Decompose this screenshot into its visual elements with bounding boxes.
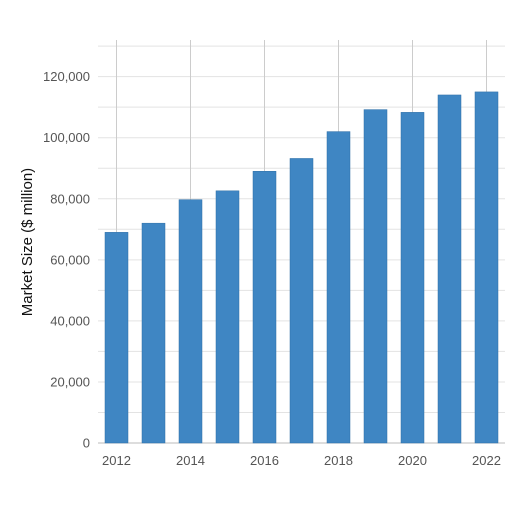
- bars: [104, 91, 499, 444]
- y-tick-label: 60,000: [50, 252, 90, 267]
- y-axis-label: Market Size ($ million): [19, 168, 36, 316]
- y-axis-ticks: 0 20,000 40,000 60,000 80,000 100,000 120,000: [43, 69, 90, 450]
- bar-2017: [289, 158, 314, 444]
- bar-2021: [437, 94, 462, 444]
- x-tick-label: 2020: [398, 453, 427, 468]
- y-tick-label: 100,000: [43, 130, 90, 145]
- bar-2016: [252, 171, 277, 444]
- x-axis-ticks: 2012 2014 2016 2018 2020 2022: [102, 453, 501, 468]
- x-tick-label: 2018: [324, 453, 353, 468]
- y-tick-label: 20,000: [50, 374, 90, 389]
- bar-2020: [400, 112, 425, 444]
- bar-2018: [326, 131, 351, 444]
- x-tick-label: 2022: [472, 453, 501, 468]
- y-tick-label: 80,000: [50, 191, 90, 206]
- bar-2014: [178, 199, 203, 444]
- bar-2013: [141, 222, 166, 444]
- bar-2022: [474, 91, 499, 444]
- y-tick-label: 0: [83, 436, 90, 451]
- x-tick-label: 2016: [250, 453, 279, 468]
- bar-2015: [215, 190, 240, 444]
- bar-2019: [363, 109, 388, 444]
- y-tick-label: 120,000: [43, 69, 90, 84]
- y-tick-label: 40,000: [50, 313, 90, 328]
- x-tick-label: 2014: [176, 453, 205, 468]
- x-tick-label: 2012: [102, 453, 131, 468]
- bar-2012: [104, 232, 129, 444]
